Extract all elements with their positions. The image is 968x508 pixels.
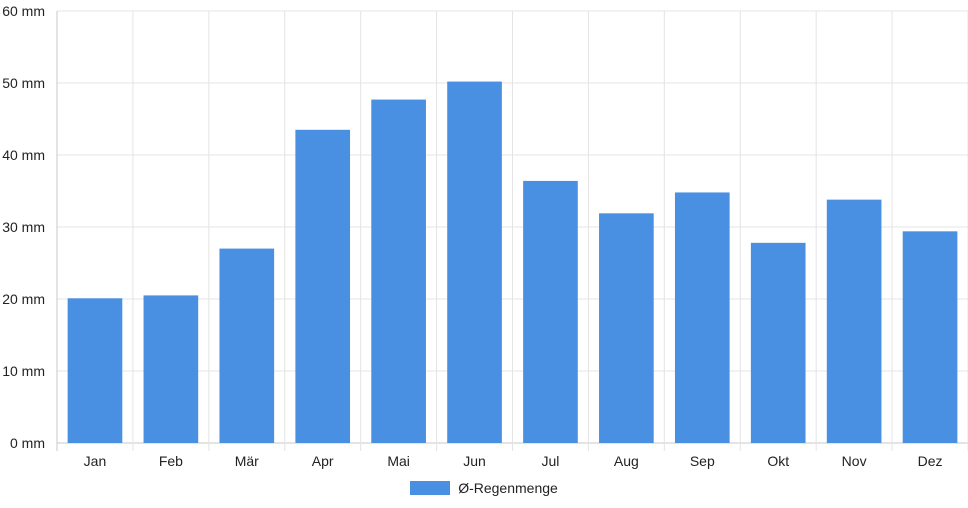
bar-mär	[219, 248, 275, 443]
y-tick-label: 20 mm	[2, 291, 45, 307]
bar-okt	[750, 242, 806, 443]
bar-mai	[371, 99, 426, 443]
bar-jul	[523, 180, 578, 444]
x-tick-label: Aug	[614, 453, 639, 469]
y-tick-label: 40 mm	[2, 147, 45, 163]
y-tick-label: 50 mm	[2, 75, 45, 91]
y-tick-label: 10 mm	[2, 363, 45, 379]
x-axis-tick-labels: Jan Feb Mär Apr Mai Jun Jul Aug Sep Okt Nov Dez	[84, 453, 943, 469]
bar-aug	[599, 213, 654, 443]
x-tick-label: Jan	[84, 453, 107, 469]
y-tick-label: 0 mm	[10, 435, 45, 451]
x-tick-label: Feb	[159, 453, 183, 469]
bar-series	[67, 81, 958, 444]
legend[interactable]: Ø-Regenmenge	[0, 480, 968, 496]
x-tick-label: Jul	[542, 453, 560, 469]
y-tick-label: 30 mm	[2, 219, 45, 235]
legend-swatch	[410, 481, 451, 495]
chart-grid	[56, 10, 968, 451]
bar-dez	[902, 231, 958, 443]
y-tick-label: 60 mm	[2, 3, 45, 19]
x-tick-label: Sep	[690, 453, 715, 469]
bar-feb	[143, 295, 199, 443]
x-tick-label: Nov	[842, 453, 867, 469]
legend-label: Ø-Regenmenge	[458, 480, 558, 496]
bar-jun	[447, 81, 502, 443]
x-tick-label: Jun	[463, 453, 486, 469]
x-tick-label: Mai	[387, 453, 410, 469]
x-tick-label: Dez	[918, 453, 943, 469]
bar-apr	[295, 129, 351, 444]
x-tick-label: Mär	[235, 453, 259, 469]
y-axis-tick-labels: 0 mm 10 mm 20 mm 30 mm 40 mm 50 mm 60 mm	[2, 3, 45, 451]
x-tick-label: Apr	[312, 453, 334, 469]
bar-nov	[826, 199, 882, 443]
x-tick-label: Okt	[767, 453, 789, 469]
bar-jan	[67, 298, 123, 443]
bar-sep	[674, 192, 730, 443]
